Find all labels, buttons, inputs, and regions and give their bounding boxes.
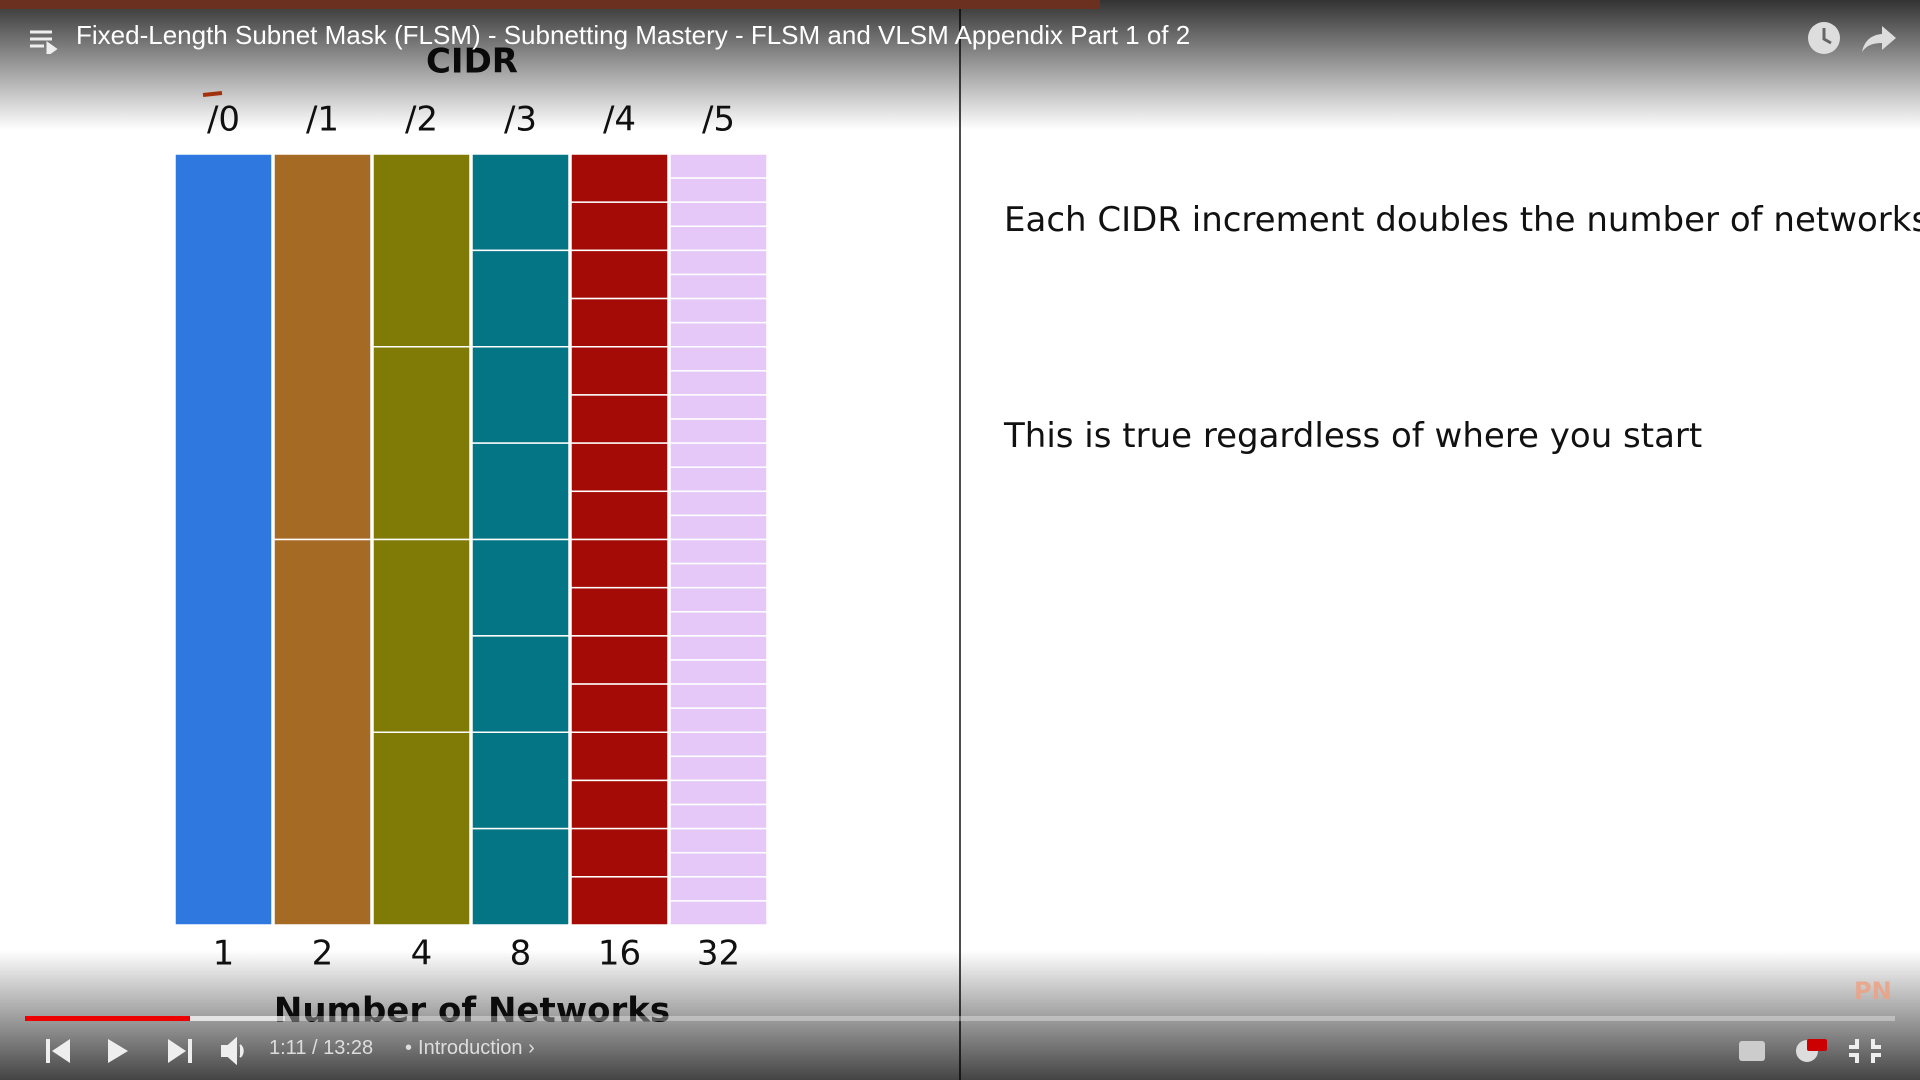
play-button[interactable] [108,1039,128,1063]
subnet-block [669,394,768,420]
subnet-block [669,827,768,854]
volume-button[interactable] [221,1036,244,1066]
subnet-block [669,177,768,203]
subnet-block [669,346,768,372]
subnet-block [669,635,768,661]
bottom-gradient [0,950,1920,1080]
subnet-block [471,827,570,926]
exit-fullscreen[interactable] [1849,1039,1881,1063]
subnet-block [570,827,669,878]
subnet-block [471,249,570,348]
subnet-block [570,635,669,685]
right-controls [1739,1039,1881,1063]
top-gradient [0,0,1920,130]
subnet-block [471,442,570,541]
controls [46,1036,244,1066]
note: Each CIDR increment doubles the number o… [1004,200,1920,240]
subnet-block [669,803,768,830]
subnet-block [570,779,669,830]
subnet-block [570,249,669,300]
subnet-block [570,586,669,637]
subnet-block [471,153,570,252]
subnet-block [471,538,570,637]
subnet-block [669,659,768,685]
subnet-block [570,346,669,396]
subnet-block [570,538,669,589]
subnet-block [471,635,570,733]
channel-logo: PN [1854,977,1892,1000]
subnet-block [570,201,669,252]
subnet-block [570,683,669,733]
subnet-block [570,731,669,782]
subnet-block [669,225,768,252]
subnet-block [570,490,669,541]
subnet-block [669,707,768,733]
subnet-block [669,779,768,806]
svg-text:PN: PN [1854,977,1892,1000]
subnet-block [669,876,768,902]
share[interactable] [1860,18,1900,58]
video-title: Fixed-Length Subnet Mask (FLSM) - Subnet… [76,20,1191,50]
playlist-icon[interactable] [28,28,58,54]
next-button[interactable] [168,1039,192,1063]
subnet-block [669,851,768,878]
subnet-block [669,153,768,179]
subnet-block [669,370,768,396]
subnet-block [669,418,768,444]
subnet-block [471,731,570,830]
subnet-block [570,153,669,203]
chapter-title: Introduction [418,1037,523,1059]
subnet-block [174,153,273,926]
subnet-block [471,346,570,444]
subnet-block [273,153,372,541]
subnet-block [372,731,471,926]
subnet-block [570,297,669,348]
subnet-block [669,442,768,468]
watch-later[interactable] [1804,18,1844,58]
subnet-block [669,466,768,493]
subnet-block [669,731,768,758]
subnet-block [669,321,768,348]
subnet-block [570,876,669,926]
progress-played [25,1016,190,1021]
subnet-block [372,346,471,541]
subnet-block [669,490,768,517]
progress-track[interactable] [25,1016,1895,1021]
subnet-block [372,153,471,348]
cc-button[interactable] [1739,1041,1765,1061]
subnet-block [669,611,768,637]
subnet-block [669,562,768,589]
subnet-block [570,394,669,444]
subnet-block [669,755,768,782]
top-bar [0,0,1100,9]
subnet-block [669,586,768,613]
subnet-block [273,538,372,926]
subnet-block [669,538,768,565]
note: This is true regardless of where you sta… [1004,416,1703,456]
prev-button[interactable] [46,1039,70,1063]
subnet-block [669,201,768,228]
subnet-block [669,514,768,541]
subnet-block [372,538,471,733]
subnet-block [669,297,768,324]
chapter[interactable]: • Introduction › [405,1037,535,1059]
subnet-block [669,249,768,276]
subnet-block [669,683,768,709]
subnet-block [669,273,768,300]
subnet-block [570,442,669,493]
time: 1:11 / 13:28 [269,1037,374,1059]
subnet-block [669,900,768,926]
